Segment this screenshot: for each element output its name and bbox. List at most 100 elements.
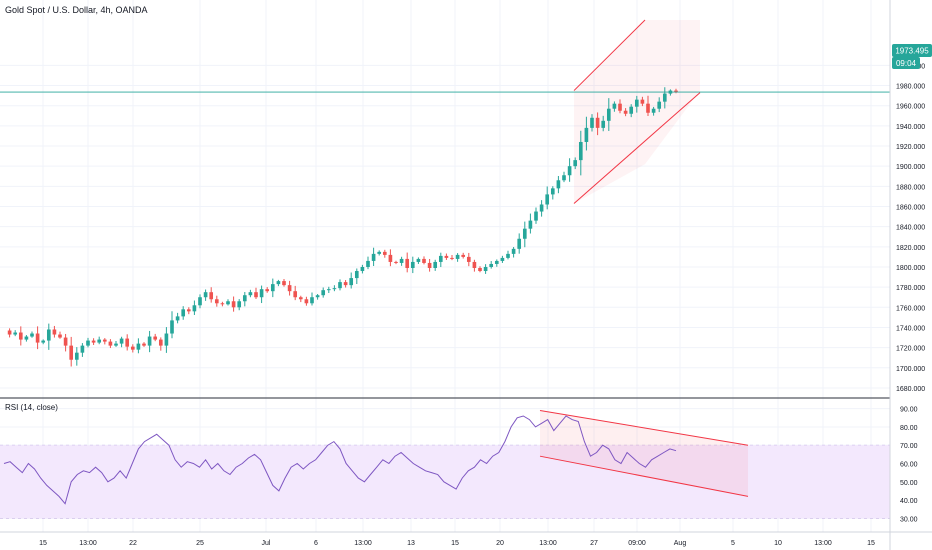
- candle-body: [651, 108, 656, 113]
- candle-body: [326, 289, 331, 291]
- time-tick-label: 15: [451, 540, 459, 547]
- time-tick-label: 6: [314, 540, 318, 547]
- candle-body: [170, 320, 174, 334]
- time-tick-label: 5: [731, 540, 735, 547]
- candle-body: [158, 339, 163, 346]
- candle-body: [450, 257, 454, 259]
- candle-body: [102, 339, 107, 342]
- candle-body: [528, 220, 533, 229]
- candle-body: [623, 110, 628, 114]
- candle-body: [399, 258, 404, 263]
- rsi-channel-upper: [539, 409, 749, 446]
- candle-body: [46, 329, 51, 341]
- candle-body: [674, 90, 678, 93]
- candle-body: [304, 299, 309, 304]
- price-tick-label: 1900.000: [896, 164, 925, 171]
- rsi-tick-label: 90.00: [900, 407, 918, 414]
- candle-body: [595, 117, 600, 128]
- rsi-line: [3, 415, 677, 505]
- candle-body: [125, 338, 130, 347]
- candle-body: [254, 292, 258, 298]
- candle-body: [567, 166, 572, 176]
- price-scale[interactable]: 2000.0001980.0001960.0001940.0001920.000…: [896, 63, 925, 393]
- candle-body: [433, 261, 438, 268]
- time-tick-label: 15: [867, 540, 875, 547]
- candle-body: [214, 299, 219, 304]
- candle-body: [506, 253, 510, 258]
- rsi-channel-lower: [539, 455, 749, 497]
- time-tick-label: 13:00: [354, 540, 372, 547]
- time-tick-label: 27: [590, 540, 598, 547]
- candle-body: [382, 251, 387, 255]
- candle-body: [175, 316, 180, 321]
- candle-body: [539, 204, 544, 212]
- price-tick-label: 1980.000: [896, 84, 925, 91]
- time-tick-label: 20: [496, 540, 504, 547]
- price-tick-label: 1720.000: [896, 346, 925, 353]
- candle-body: [91, 340, 96, 343]
- candle-body: [366, 260, 370, 267]
- candle-body: [18, 332, 23, 340]
- candle-body: [562, 175, 566, 181]
- candle-body: [24, 336, 29, 340]
- time-tick-label: 13: [407, 540, 415, 547]
- candle-body: [52, 329, 57, 335]
- candle-body: [573, 160, 578, 167]
- candle-body: [164, 333, 169, 346]
- price-tick-label: 1880.000: [896, 184, 925, 191]
- candle-body: [282, 281, 286, 286]
- countdown-box: [892, 57, 920, 69]
- rsi-channel-fill: [540, 410, 748, 497]
- price-tag-box: [892, 44, 932, 57]
- price-tick-label: 1680.000: [896, 386, 925, 393]
- candle-body: [478, 267, 482, 272]
- candle-body: [590, 117, 594, 128]
- candle-body: [315, 295, 320, 298]
- candle-body: [7, 330, 12, 335]
- candle-body: [74, 352, 79, 360]
- candle-body: [377, 251, 382, 254]
- candle-body: [265, 289, 270, 292]
- candles: [7, 87, 678, 367]
- rsi-tick-label: 80.00: [900, 425, 918, 432]
- candle-body: [388, 254, 393, 262]
- time-tick-label: Aug: [674, 540, 687, 547]
- price-tick-label: 1940.000: [896, 124, 925, 131]
- price-tick-label: 1800.000: [896, 265, 925, 272]
- candle-body: [86, 340, 90, 346]
- candle-body: [298, 297, 303, 300]
- candle-body: [226, 301, 230, 305]
- price-tick-label: 1840.000: [896, 225, 925, 232]
- candle-body: [343, 282, 348, 286]
- candle-body: [354, 271, 359, 279]
- candle-body: [153, 336, 158, 340]
- candle-body: [192, 305, 197, 312]
- candle-body: [517, 238, 522, 249]
- candle-body: [371, 253, 376, 261]
- candle-body: [427, 262, 432, 268]
- candle-body: [534, 211, 538, 221]
- chart-title: Gold Spot / U.S. Dollar, 4h, OANDA: [5, 5, 148, 15]
- candle-body: [410, 261, 415, 268]
- candle-body: [220, 303, 225, 305]
- candle-body: [634, 99, 639, 107]
- rsi-tick-label: 70.00: [900, 443, 918, 450]
- price-tick-label: 1860.000: [896, 205, 925, 212]
- time-scale[interactable]: 15 13:00 22 25 Jul 6 13:00 13 15 20 13:00 27 09:00 Au…: [39, 540, 875, 547]
- price-tick-label: 1780.000: [896, 285, 925, 292]
- candle-body: [662, 93, 667, 102]
- candle-body: [466, 256, 471, 262]
- time-tick-label: 13:00: [79, 540, 97, 547]
- candle-body: [394, 261, 398, 263]
- candle-body: [511, 248, 516, 254]
- candle-body: [455, 254, 460, 259]
- candle-body: [198, 297, 202, 306]
- candle-body: [618, 103, 622, 111]
- price-tick-label: 1820.000: [896, 245, 925, 252]
- candle-body: [422, 258, 426, 263]
- candle-body: [500, 257, 505, 261]
- rsi-scale[interactable]: 90.00 80.00 70.00 60.00 50.00 40.00 30.00: [900, 407, 918, 524]
- candle-body: [338, 282, 342, 289]
- candle-body: [332, 288, 337, 290]
